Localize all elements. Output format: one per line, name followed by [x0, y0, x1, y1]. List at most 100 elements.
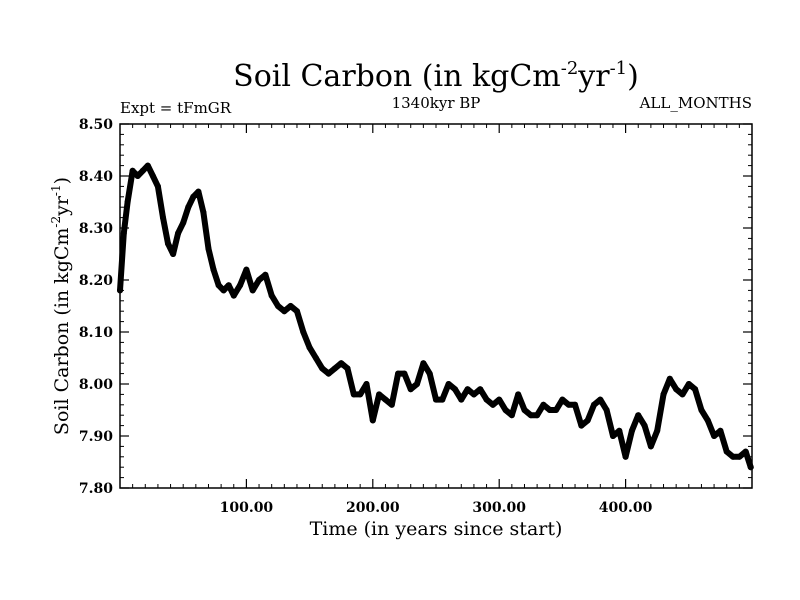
data-point [338, 360, 345, 367]
ylabel-sup-2: -1 [49, 184, 63, 196]
data-point [692, 386, 699, 393]
data-point [139, 167, 146, 174]
data-point [451, 386, 458, 393]
data-point [195, 188, 202, 195]
y-tick-label: 8.00 [79, 377, 113, 393]
data-point [388, 401, 395, 408]
data-point [496, 396, 503, 403]
data-point [717, 427, 724, 434]
data-point [170, 251, 177, 257]
data-point [165, 240, 172, 247]
data-point [230, 292, 237, 299]
data-point [414, 381, 421, 387]
data-point [249, 287, 256, 294]
data-point [508, 412, 515, 419]
title-end: ) [627, 59, 639, 94]
data-point [635, 412, 642, 419]
data-point [521, 407, 528, 413]
data-point [159, 214, 166, 221]
data-point [225, 282, 232, 289]
series-group [117, 162, 754, 471]
title-mid: yr [577, 59, 610, 94]
y-tick-label: 8.10 [79, 325, 113, 341]
x-tick-label: 400.00 [599, 500, 653, 516]
data-point [331, 365, 338, 372]
data-point [534, 412, 541, 419]
data-point [489, 401, 496, 408]
data-point [515, 391, 522, 398]
data-point [407, 386, 414, 393]
data-point [704, 417, 711, 424]
data-point [420, 360, 427, 367]
data-point [578, 422, 585, 429]
data-point [622, 453, 629, 460]
data-point [205, 245, 212, 252]
data-point [742, 448, 749, 455]
data-point [268, 292, 275, 299]
data-point [363, 381, 370, 387]
months-label: ALL_MONTHS [639, 94, 752, 112]
data-point [546, 407, 553, 413]
data-point [603, 407, 610, 413]
data-point [597, 396, 604, 403]
ylabel-end: ) [51, 177, 73, 184]
data-point [433, 396, 439, 403]
x-axis: 100.00 200.00 300.00 400.00 [132, 124, 740, 516]
data-point [445, 381, 452, 387]
period-label: 1340kyr BP [392, 94, 481, 112]
data-point [559, 396, 566, 403]
data-point [736, 453, 743, 460]
data-point [190, 193, 197, 200]
data-point [300, 329, 307, 335]
data-point [149, 173, 156, 179]
data-point [319, 365, 326, 372]
data-point [565, 401, 572, 408]
data-point [477, 386, 484, 393]
data-point [464, 386, 471, 393]
data-point [293, 308, 300, 315]
ylabel-sup-1: -2 [49, 216, 63, 228]
data-point [357, 391, 364, 398]
data-point [502, 407, 509, 413]
y-tick-label: 7.80 [79, 481, 113, 497]
data-point [144, 162, 151, 169]
y-tick-label: 8.40 [79, 169, 113, 185]
data-point [654, 427, 661, 434]
data-point [458, 396, 465, 403]
data-point [698, 407, 705, 413]
chart-title: Soil Carbon (in kgCm-2yr-1) [233, 58, 639, 94]
x-tick-label: 300.00 [472, 500, 526, 516]
data-point [306, 344, 313, 351]
y-tick-label: 8.30 [79, 221, 113, 237]
data-point [527, 412, 534, 419]
data-point [275, 303, 281, 309]
data-point [647, 443, 654, 450]
data-point [685, 381, 692, 387]
data-point [185, 204, 192, 211]
series-line [117, 162, 754, 471]
data-point [344, 365, 351, 372]
y-axis-label: Soil Carbon (in kgCm-2yr-1) [49, 177, 73, 435]
data-point [287, 303, 294, 309]
data-point [180, 219, 187, 226]
data-point [616, 427, 623, 434]
data-point [395, 370, 402, 377]
data-point [200, 209, 207, 216]
data-point [730, 453, 737, 460]
data-point [129, 167, 136, 174]
x-axis-label: Time (in years since start) [310, 518, 563, 540]
data-point [382, 396, 389, 403]
y-tick-label: 8.50 [79, 117, 113, 133]
data-point [584, 417, 591, 424]
x-tick-label: 100.00 [220, 500, 274, 516]
y-axis: 7.80 7.90 8.00 8.10 8.20 8.30 8.40 8.50 [79, 117, 752, 497]
data-point [660, 391, 667, 398]
data-point [673, 386, 680, 393]
data-point [175, 230, 182, 237]
data-point [124, 199, 131, 205]
ylabel-mid: yr [51, 195, 73, 217]
data-point [312, 355, 319, 361]
ylabel-base: Soil Carbon (in kgCm [51, 228, 73, 435]
data-point [369, 417, 376, 424]
